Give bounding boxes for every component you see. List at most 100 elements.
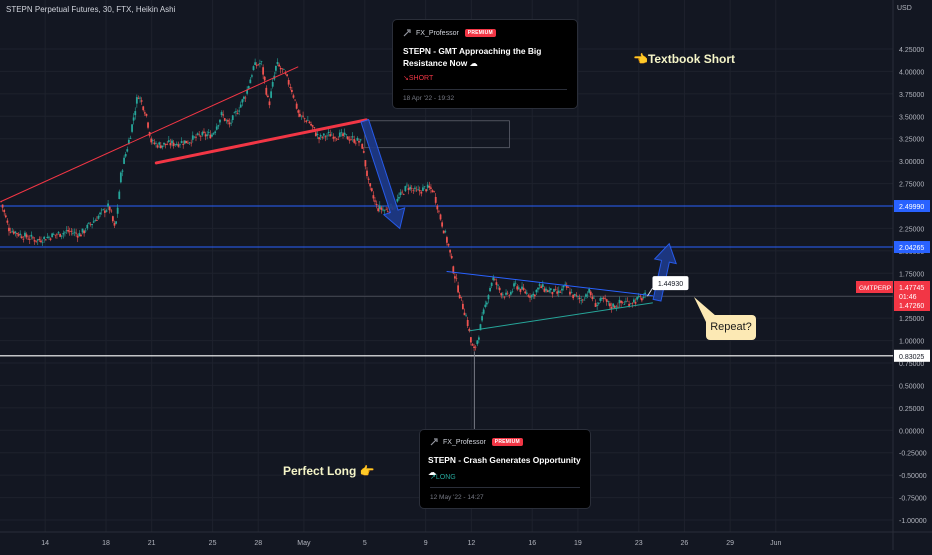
candle-body	[466, 319, 469, 327]
candle-body	[43, 236, 46, 239]
candle-body	[461, 303, 464, 310]
candle-body	[356, 137, 359, 141]
candle-body	[482, 309, 485, 314]
candle-body	[372, 195, 375, 199]
idea-title[interactable]: STEPN - Crash Generates Opportunity ☁	[428, 455, 581, 477]
candle-body	[469, 337, 472, 343]
candle-body	[161, 145, 164, 148]
repeat-callout[interactable]: Repeat?	[706, 315, 756, 340]
x-tick-label: 5	[363, 540, 367, 547]
candle-body	[484, 304, 487, 308]
candle-body	[596, 305, 599, 307]
candle-body	[623, 304, 626, 305]
y-tick-label: -1.00000	[899, 518, 927, 525]
candle-body	[485, 302, 488, 305]
candle-body	[532, 293, 535, 296]
candle-body	[1, 204, 4, 208]
candle-body	[338, 132, 341, 137]
arrow-drawing	[652, 242, 677, 302]
candle-body	[375, 203, 378, 205]
candle-body	[500, 293, 503, 296]
candle-body	[359, 139, 362, 141]
candle-body	[546, 290, 549, 293]
candle-body	[243, 96, 245, 99]
candle-body	[95, 220, 98, 221]
idea-author[interactable]: FX_Professor	[416, 29, 459, 37]
candle-body	[586, 294, 589, 296]
candle-body	[399, 192, 402, 195]
idea-card-short[interactable]: FX_Professor PREMIUM STEPN - GMT Approac…	[393, 20, 577, 108]
candle-body	[642, 297, 645, 299]
candle-body	[605, 299, 608, 302]
price-tag-label: 1.44930	[658, 281, 683, 288]
candle-body	[545, 288, 547, 291]
perfect-long-annotation[interactable]: Perfect Long 👉	[283, 464, 375, 478]
candle-body	[439, 214, 442, 220]
candle-body	[118, 191, 121, 199]
textbook-short-annotation[interactable]: 👈Textbook Short	[633, 52, 736, 66]
candle-body	[503, 296, 506, 298]
candle-body	[187, 142, 189, 144]
candle-body	[306, 120, 309, 121]
candle-body	[358, 141, 360, 143]
candle-body	[578, 297, 581, 299]
candle-body	[409, 186, 412, 190]
candle-body	[156, 145, 159, 148]
candle-body	[588, 288, 591, 293]
candle-body	[268, 101, 271, 106]
candle-body	[290, 89, 293, 93]
candle-body	[401, 191, 404, 193]
idea-author[interactable]: FX_Professor	[443, 438, 486, 446]
candle-body	[414, 187, 416, 189]
candle-body	[230, 122, 233, 124]
candle-body	[345, 134, 348, 135]
candle-body	[38, 238, 41, 240]
candle-body	[455, 277, 458, 279]
candle-body	[612, 303, 615, 307]
candle-body	[174, 144, 177, 145]
x-tick-label: May	[297, 540, 311, 547]
candle-body	[126, 149, 129, 152]
idea-title[interactable]: STEPN - GMT Approaching the Big Resistan…	[403, 46, 542, 68]
candle-body	[573, 293, 576, 296]
candle-body	[629, 303, 632, 305]
candle-body	[119, 172, 122, 183]
candle-body	[463, 312, 466, 316]
candle-body	[195, 136, 197, 138]
y-tick-label: 3.50000	[899, 114, 924, 121]
candle-body	[572, 294, 575, 299]
candle-body	[219, 119, 221, 123]
candle-body	[599, 298, 602, 301]
candle-body	[35, 240, 38, 242]
candle-body	[217, 125, 220, 127]
candle-body	[212, 133, 215, 135]
candle-body	[279, 67, 282, 70]
candle-body	[633, 299, 635, 303]
candle-body	[239, 104, 242, 108]
card-divider	[403, 89, 567, 90]
idea-card-long[interactable]: FX_Professor PREMIUM STEPN - Crash Gener…	[420, 430, 590, 508]
candle-body	[324, 136, 327, 138]
candle-body	[570, 292, 573, 293]
candle-body	[131, 124, 133, 132]
candle-body	[19, 233, 22, 235]
candle-body	[40, 240, 42, 243]
candle-body	[476, 340, 479, 345]
arrow-up-right-icon: ↗	[430, 474, 436, 481]
candle-body	[107, 203, 109, 207]
candle-body	[110, 210, 113, 212]
candle-body	[377, 208, 380, 212]
candle-body	[41, 242, 44, 244]
candle-body	[508, 295, 511, 296]
candle-body	[441, 222, 444, 227]
candle-body	[305, 120, 308, 122]
candle-body	[428, 186, 431, 188]
candle-body	[140, 100, 143, 102]
candle-body	[64, 231, 66, 233]
candle-body	[601, 298, 603, 300]
candle-body	[214, 131, 217, 133]
candle-body	[12, 231, 15, 234]
candle-body	[557, 290, 560, 293]
